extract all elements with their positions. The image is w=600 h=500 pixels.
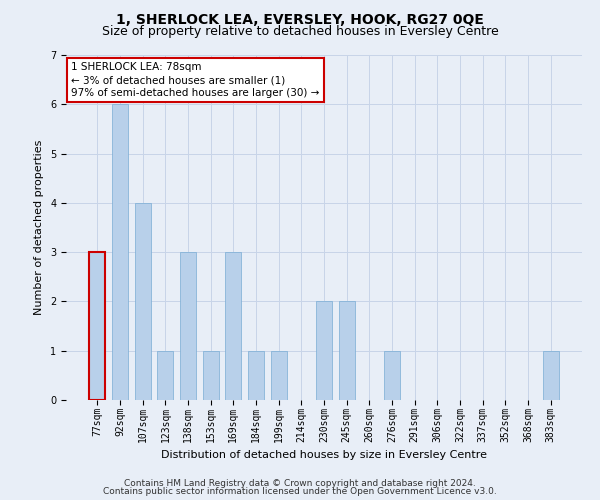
Text: Contains public sector information licensed under the Open Government Licence v3: Contains public sector information licen… — [103, 487, 497, 496]
Bar — [271, 350, 287, 400]
Bar — [112, 104, 128, 400]
Bar — [316, 302, 332, 400]
Bar — [384, 350, 400, 400]
Bar — [248, 350, 264, 400]
Bar — [542, 350, 559, 400]
Bar — [157, 350, 173, 400]
Bar — [226, 252, 241, 400]
Bar — [180, 252, 196, 400]
Bar — [203, 350, 218, 400]
Text: 1 SHERLOCK LEA: 78sqm
← 3% of detached houses are smaller (1)
97% of semi-detach: 1 SHERLOCK LEA: 78sqm ← 3% of detached h… — [71, 62, 320, 98]
Text: Contains HM Land Registry data © Crown copyright and database right 2024.: Contains HM Land Registry data © Crown c… — [124, 478, 476, 488]
Bar — [89, 252, 106, 400]
Bar — [339, 302, 355, 400]
Bar — [135, 203, 151, 400]
Text: 1, SHERLOCK LEA, EVERSLEY, HOOK, RG27 0QE: 1, SHERLOCK LEA, EVERSLEY, HOOK, RG27 0Q… — [116, 12, 484, 26]
Text: Size of property relative to detached houses in Eversley Centre: Size of property relative to detached ho… — [101, 25, 499, 38]
X-axis label: Distribution of detached houses by size in Eversley Centre: Distribution of detached houses by size … — [161, 450, 487, 460]
Y-axis label: Number of detached properties: Number of detached properties — [34, 140, 44, 315]
